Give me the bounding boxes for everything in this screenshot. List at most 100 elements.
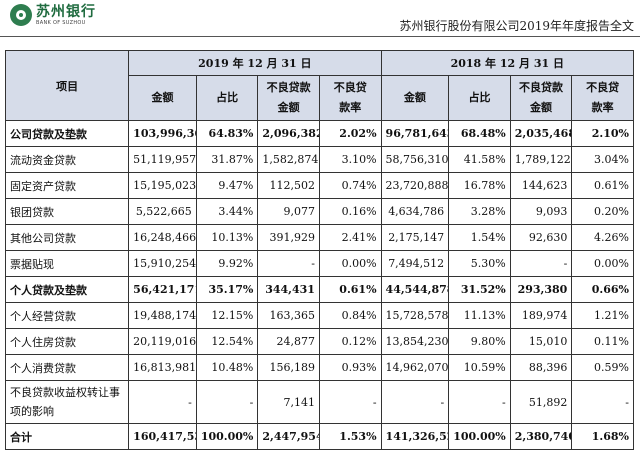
table-row: 个人住房贷款 20,119,016 12.54% 24,877 0.12% 13… bbox=[4, 328, 634, 355]
cell-share-2018: 11.13% bbox=[448, 302, 511, 329]
table-row: 流动资金贷款 51,119,957 31.87% 1,582,874 3.10%… bbox=[4, 146, 634, 173]
cell-amount-2018: 15,728,578 bbox=[380, 302, 450, 329]
cell-npl-2018: 2,035,468 bbox=[509, 120, 573, 147]
cell-ratio-2019: 0.00% bbox=[318, 250, 382, 277]
header-item: 项目 bbox=[4, 50, 130, 121]
page-header: 苏州银行 BANK OF SUZHOU 苏州银行股份有限公司2019年年度报告全… bbox=[0, 0, 640, 37]
table-row: 公司贷款及垫款 103,996,365 64.83% 2,096,382 2.0… bbox=[4, 120, 634, 147]
cell-npl-2018: 9,093 bbox=[509, 198, 573, 225]
header-npl-ratio-2018: 不良贷 款率 bbox=[571, 75, 634, 121]
cell-ratio-2019: 0.84% bbox=[318, 302, 382, 329]
cell-npl-2018: 2,380,740 bbox=[509, 423, 573, 450]
cell-amount-2019: 56,421,171 bbox=[128, 276, 197, 303]
cell-ratio-2018: 1.21% bbox=[571, 302, 634, 329]
bank-logo-icon bbox=[10, 4, 32, 26]
cell-share-2018: 41.58% bbox=[448, 146, 511, 173]
cell-share-2019: 10.13% bbox=[195, 224, 259, 251]
header-period-2018: 2018 年 12 月 31 日 bbox=[380, 50, 635, 76]
logo-chinese-name: 苏州银行 bbox=[36, 3, 96, 20]
logo-english-name: BANK OF SUZHOU bbox=[36, 19, 86, 26]
cell-share-2018: - bbox=[448, 380, 511, 424]
bank-logo: 苏州银行 BANK OF SUZHOU bbox=[10, 4, 96, 26]
cell-amount-2018: 14,962,070 bbox=[380, 354, 450, 381]
cell-npl-2018: 15,010 bbox=[509, 328, 573, 355]
header-amount-2019: 金额 bbox=[128, 75, 197, 121]
cell-ratio-2018: 4.26% bbox=[571, 224, 634, 251]
cell-npl-2019: 1,582,874 bbox=[257, 146, 320, 173]
cell-npl-2019: 24,877 bbox=[257, 328, 320, 355]
cell-ratio-2018: 1.68% bbox=[571, 423, 634, 450]
header-share-2018: 占比 bbox=[448, 75, 511, 121]
cell-share-2018: 16.78% bbox=[448, 172, 511, 199]
cell-ratio-2018: 0.20% bbox=[571, 198, 634, 225]
cell-npl-2019: 391,929 bbox=[257, 224, 320, 251]
cell-npl-2019: 2,096,382 bbox=[257, 120, 320, 147]
cell-npl-2018: - bbox=[509, 250, 573, 277]
cell-amount-2018: 2,175,147 bbox=[380, 224, 450, 251]
cell-ratio-2018: 3.04% bbox=[571, 146, 634, 173]
table-row: 合计 160,417,536 100.00% 2,447,954 1.53% 1… bbox=[4, 423, 634, 450]
row-label: 不良贷款收益权转让事项的影响 bbox=[4, 380, 130, 424]
cell-npl-2019: 344,431 bbox=[257, 276, 320, 303]
row-label: 公司贷款及垫款 bbox=[4, 120, 130, 147]
header-amount-2018: 金额 bbox=[380, 75, 450, 121]
cell-npl-2018: 92,630 bbox=[509, 224, 573, 251]
cell-ratio-2019: 1.53% bbox=[318, 423, 382, 450]
cell-ratio-2019: 2.41% bbox=[318, 224, 382, 251]
cell-amount-2019: 5,522,665 bbox=[128, 198, 197, 225]
cell-share-2019: 9.47% bbox=[195, 172, 259, 199]
cell-ratio-2018: 0.00% bbox=[571, 250, 634, 277]
cell-amount-2018: 44,544,878 bbox=[380, 276, 450, 303]
cell-npl-2018: 189,974 bbox=[509, 302, 573, 329]
header-npl-ratio-2019: 不良贷 款率 bbox=[318, 75, 382, 121]
cell-ratio-2018: 0.59% bbox=[571, 354, 634, 381]
cell-share-2019: 10.48% bbox=[195, 354, 259, 381]
table-row: 个人消费贷款 16,813,981 10.48% 156,189 0.93% 1… bbox=[4, 354, 634, 381]
table-row: 其他公司贷款 16,248,466 10.13% 391,929 2.41% 2… bbox=[4, 224, 634, 251]
cell-amount-2019: 16,248,466 bbox=[128, 224, 197, 251]
cell-share-2018: 31.52% bbox=[448, 276, 511, 303]
cell-amount-2018: 23,720,888 bbox=[380, 172, 450, 199]
row-label: 固定资产贷款 bbox=[4, 172, 130, 199]
cell-share-2018: 3.28% bbox=[448, 198, 511, 225]
cell-share-2018: 100.00% bbox=[448, 423, 511, 450]
cell-share-2019: 35.17% bbox=[195, 276, 259, 303]
cell-npl-2018: 144,623 bbox=[509, 172, 573, 199]
cell-ratio-2019: 0.93% bbox=[318, 354, 382, 381]
cell-npl-2019: 9,077 bbox=[257, 198, 320, 225]
cell-share-2018: 10.59% bbox=[448, 354, 511, 381]
cell-amount-2018: 4,634,786 bbox=[380, 198, 450, 225]
cell-share-2018: 68.48% bbox=[448, 120, 511, 147]
cell-ratio-2018: 0.11% bbox=[571, 328, 634, 355]
loan-quality-table: 项目 2019 年 12 月 31 日 2018 年 12 月 31 日 金额 … bbox=[4, 50, 635, 450]
cell-npl-2018: 51,892 bbox=[509, 380, 573, 424]
cell-ratio-2019: 0.61% bbox=[318, 276, 382, 303]
cell-amount-2018: - bbox=[380, 380, 450, 424]
cell-ratio-2019: 3.10% bbox=[318, 146, 382, 173]
cell-npl-2018: 293,380 bbox=[509, 276, 573, 303]
cell-share-2019: 12.15% bbox=[195, 302, 259, 329]
cell-npl-2019: - bbox=[257, 250, 320, 277]
cell-share-2018: 5.30% bbox=[448, 250, 511, 277]
cell-ratio-2018: - bbox=[571, 380, 634, 424]
row-label: 个人消费贷款 bbox=[4, 354, 130, 381]
cell-ratio-2019: 0.12% bbox=[318, 328, 382, 355]
header-share-2019: 占比 bbox=[195, 75, 259, 121]
cell-npl-2018: 88,396 bbox=[509, 354, 573, 381]
cell-share-2018: 9.80% bbox=[448, 328, 511, 355]
row-label: 票据贴现 bbox=[4, 250, 130, 277]
cell-amount-2019: 15,910,254 bbox=[128, 250, 197, 277]
cell-ratio-2019: - bbox=[318, 380, 382, 424]
cell-amount-2018: 7,494,512 bbox=[380, 250, 450, 277]
row-label: 个人住房贷款 bbox=[4, 328, 130, 355]
cell-amount-2019: - bbox=[128, 380, 197, 424]
table-row: 个人贷款及垫款 56,421,171 35.17% 344,431 0.61% … bbox=[4, 276, 634, 303]
cell-npl-2019: 7,141 bbox=[257, 380, 320, 424]
cell-amount-2019: 16,813,981 bbox=[128, 354, 197, 381]
cell-amount-2019: 20,119,016 bbox=[128, 328, 197, 355]
cell-npl-2019: 2,447,954 bbox=[257, 423, 320, 450]
table-row: 固定资产贷款 15,195,023 9.47% 112,502 0.74% 23… bbox=[4, 172, 634, 199]
cell-npl-2019: 163,365 bbox=[257, 302, 320, 329]
report-title: 苏州银行股份有限公司2019年年度报告全文 bbox=[399, 19, 634, 33]
cell-ratio-2019: 0.16% bbox=[318, 198, 382, 225]
